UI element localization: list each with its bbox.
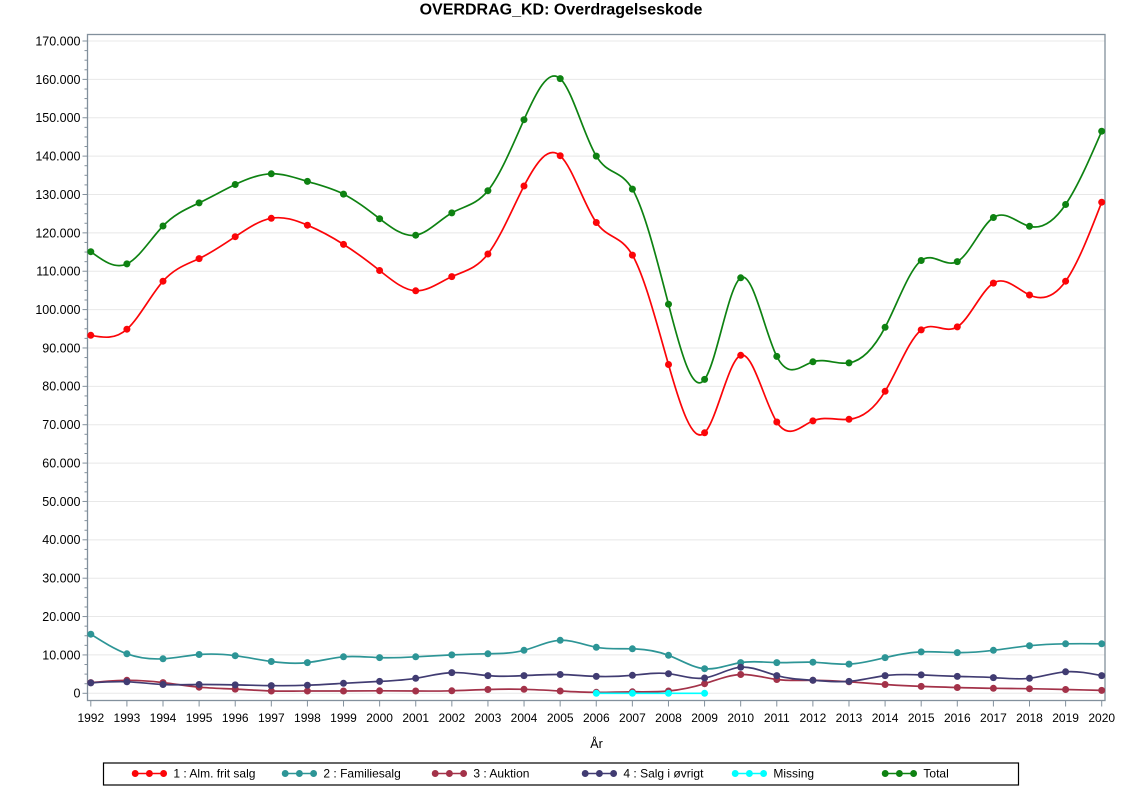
svg-text:110.000: 110.000 [36,265,80,279]
svg-text:2018: 2018 [1016,711,1043,725]
svg-text:2020: 2020 [1088,711,1115,725]
svg-text:2019: 2019 [1052,711,1079,725]
svg-text:2003: 2003 [475,711,502,725]
svg-text:2002: 2002 [438,711,465,725]
svg-text:120.000: 120.000 [35,226,80,240]
svg-text:20.000: 20.000 [42,610,80,624]
svg-text:130.000: 130.000 [35,188,80,202]
svg-text:Total: Total [923,767,948,781]
svg-text:160.000: 160.000 [35,73,80,87]
svg-text:2012: 2012 [800,711,827,725]
svg-text:3 : Auktion: 3 : Auktion [473,767,529,781]
svg-text:1996: 1996 [222,711,249,725]
svg-text:150.000: 150.000 [35,111,80,125]
svg-text:2015: 2015 [908,711,935,725]
svg-text:Missing: Missing [773,767,814,781]
svg-text:2010: 2010 [727,711,754,725]
svg-text:2006: 2006 [583,711,610,725]
svg-text:1997: 1997 [258,711,285,725]
svg-text:2017: 2017 [980,711,1007,725]
svg-text:80.000: 80.000 [42,380,80,394]
svg-text:2016: 2016 [944,711,971,725]
svg-text:170.000: 170.000 [35,34,80,48]
svg-text:2 : Familiesalg: 2 : Familiesalg [323,767,400,781]
svg-text:50.000: 50.000 [42,495,80,509]
svg-text:2011: 2011 [764,711,790,725]
svg-text:60.000: 60.000 [42,457,80,471]
svg-text:1998: 1998 [294,711,321,725]
svg-text:2013: 2013 [836,711,863,725]
svg-text:1992: 1992 [77,711,104,725]
svg-text:100.000: 100.000 [35,303,80,317]
svg-text:2014: 2014 [872,711,899,725]
svg-text:2005: 2005 [547,711,574,725]
svg-text:1999: 1999 [330,711,357,725]
svg-text:2008: 2008 [655,711,682,725]
svg-text:År: År [590,736,603,751]
svg-text:40.000: 40.000 [42,533,80,547]
svg-text:4 : Salg i øvrigt: 4 : Salg i øvrigt [623,767,704,781]
svg-text:90.000: 90.000 [42,341,80,355]
svg-text:2000: 2000 [366,711,393,725]
svg-text:1995: 1995 [186,711,213,725]
svg-text:2009: 2009 [691,711,718,725]
svg-text:1 : Alm. frit salg: 1 : Alm. frit salg [173,767,255,781]
svg-text:1994: 1994 [150,711,177,725]
svg-text:0: 0 [74,687,81,701]
svg-text:OVERDRAG_KD: Overdragelseskode: OVERDRAG_KD: Overdragelseskode [420,2,703,19]
svg-text:70.000: 70.000 [42,418,80,432]
svg-text:2001: 2001 [402,711,429,725]
svg-text:30.000: 30.000 [42,572,80,586]
svg-text:10.000: 10.000 [42,648,80,662]
svg-text:140.000: 140.000 [35,150,80,164]
svg-text:1993: 1993 [114,711,141,725]
svg-text:2004: 2004 [511,711,538,725]
svg-text:2007: 2007 [619,711,646,725]
